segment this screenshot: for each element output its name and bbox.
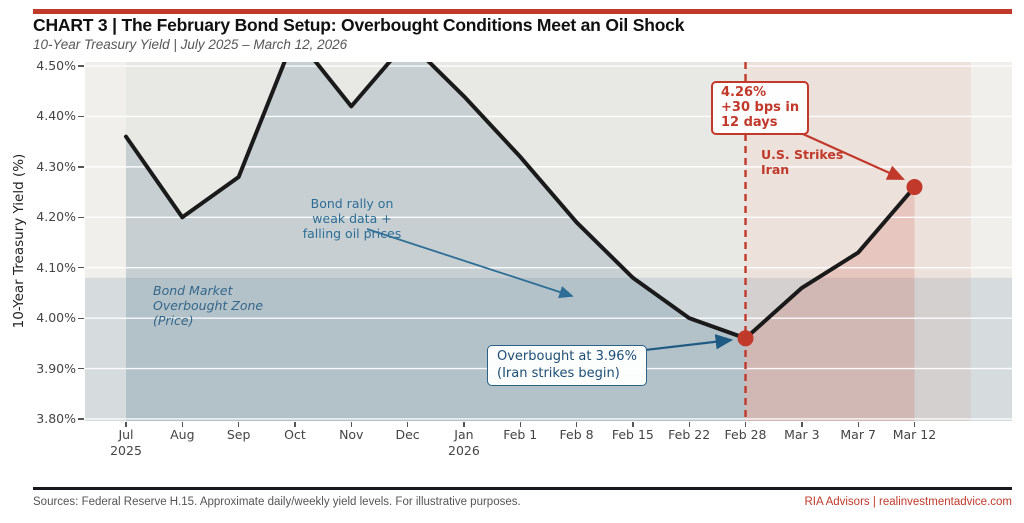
overbought-zone-label: Bond Market Overbought Zone (Price) xyxy=(153,283,264,328)
x-tick-sublabel: 2025 xyxy=(110,443,142,458)
x-tick-mark xyxy=(913,421,916,427)
y-tick-mark xyxy=(78,367,84,370)
x-tick-label: Nov xyxy=(339,427,364,442)
y-tick-mark xyxy=(78,317,84,319)
y-tick-label: 3.90% xyxy=(36,360,76,376)
shock-area-fill xyxy=(745,187,915,421)
y-tick-label: 3.80% xyxy=(36,410,76,426)
x-tick-label: Feb 8 xyxy=(559,427,594,442)
x-tick-label: Feb 1 xyxy=(503,427,538,442)
y-tick-mark xyxy=(78,166,84,168)
x-tick-mark xyxy=(801,421,803,427)
x-tick-mark xyxy=(181,421,184,427)
x-tick-mark xyxy=(125,421,127,427)
x-tick-mark xyxy=(294,421,296,427)
x-tick-mark xyxy=(407,421,409,427)
sources-note: Sources: Federal Reserve H.15. Approxima… xyxy=(33,496,521,508)
x-tick-label: Jan 2026 xyxy=(424,427,504,459)
x-tick-label: Mar 3 xyxy=(784,427,820,442)
y-tick-mark xyxy=(78,65,84,67)
x-tick-mark xyxy=(519,421,521,427)
x-tick-label: Feb 28 xyxy=(724,427,767,442)
us-strikes-iran-label: U.S. Strikes Iran xyxy=(761,147,844,177)
x-tick-mark xyxy=(744,421,747,427)
x-tick-mark xyxy=(238,421,240,427)
plot-area: 10-Year Treasury Yield (%) 4.50% 4.40% 4.3… xyxy=(11,58,1012,459)
y-tick-mark xyxy=(78,267,84,269)
top-accent-bar xyxy=(33,9,1012,14)
chart-subtitle: 10-Year Treasury Yield | July 2025 – Mar… xyxy=(33,37,348,52)
y-tick-label: 4.20% xyxy=(36,209,76,225)
x-tick-label: Mar 7 xyxy=(840,427,876,442)
y-tick-mark xyxy=(78,216,84,218)
x-tick-label: Oct xyxy=(284,427,306,442)
y-tick-mark xyxy=(78,115,84,118)
y-tick-label: 4.40% xyxy=(36,108,76,124)
bond-rally-annotation: Bond rally on weak data + falling oil pr… xyxy=(302,196,402,242)
rally-arrow xyxy=(366,228,574,299)
x-tick-label: Dec xyxy=(395,427,420,442)
x-tick-mark xyxy=(857,421,859,427)
x-tick-mark xyxy=(688,421,690,427)
x-tick-label: Mar 12 xyxy=(892,427,937,442)
x-tick-label: Sep xyxy=(226,427,251,442)
data-point-marker xyxy=(737,330,754,347)
x-tick-label: Jul 2025 xyxy=(86,427,166,459)
data-point-marker xyxy=(906,179,923,196)
yield-spike-callout-box: 4.26% +30 bps in 12 days xyxy=(711,81,810,136)
x-tick-mark xyxy=(463,421,465,427)
y-tick-label: 4.10% xyxy=(36,259,76,275)
spike-arrow xyxy=(793,128,906,181)
footer-divider xyxy=(33,487,1012,490)
y-tick-label: 4.50% xyxy=(36,58,76,74)
x-tick-mark xyxy=(632,421,634,427)
x-tick-label: Feb 15 xyxy=(611,427,654,442)
y-tick-label: 4.00% xyxy=(36,310,76,326)
x-tick-sublabel: 2026 xyxy=(448,443,480,458)
x-tick-label: Aug xyxy=(170,427,195,442)
x-tick-mark xyxy=(350,421,352,427)
y-tick-label: 4.30% xyxy=(36,158,76,174)
pre-shock-area-fill xyxy=(126,62,746,421)
brand-link[interactable]: RIA Advisors | realinvestmentadvice.com xyxy=(804,496,1012,508)
yield-line xyxy=(124,62,917,341)
x-tick-mark xyxy=(575,421,578,427)
x-tick-label: Feb 22 xyxy=(668,427,711,442)
y-tick-mark xyxy=(78,418,84,420)
chart-title: CHART 3 | The February Bond Setup: Overb… xyxy=(33,15,685,35)
overbought-callout-box: Overbought at 3.96% (Iran strikes begin) xyxy=(487,345,647,386)
